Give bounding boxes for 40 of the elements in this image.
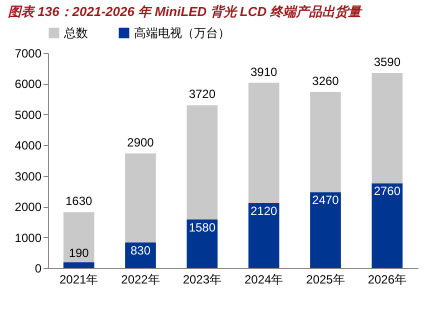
x-tick-label: 2021年	[59, 272, 98, 286]
bar	[63, 262, 94, 268]
y-tick-label: 5000	[14, 108, 42, 122]
legend-label: 总数	[63, 26, 88, 40]
data-label: 2900	[127, 135, 154, 150]
x-tick-label: 2025年	[306, 272, 345, 286]
y-tick-label: 1000	[14, 230, 42, 245]
data-label: 2120	[250, 204, 278, 218]
bar	[248, 82, 280, 203]
data-label: 190	[68, 246, 90, 260]
bar	[372, 72, 403, 184]
x-tick-label: 2024年	[244, 272, 284, 286]
bar	[186, 105, 218, 220]
legend-label: 高端电视（万台）	[134, 26, 230, 40]
data-label: 3720	[188, 87, 216, 102]
data-label: 2760	[374, 184, 401, 198]
data-label: 1580	[188, 220, 216, 234]
y-tick-label: 0	[34, 262, 42, 276]
bar	[372, 183, 403, 268]
y-tick-label: 3000	[14, 169, 42, 184]
data-label: 2470	[312, 193, 340, 208]
bar	[310, 192, 341, 268]
x-tick-label: 2023年	[182, 272, 222, 286]
x-tick-label: 2022年	[121, 272, 160, 286]
y-tick-label: 2000	[14, 200, 42, 214]
bar	[125, 153, 156, 243]
y-tick-label: 6000	[14, 77, 42, 92]
bar	[186, 219, 218, 268]
chart-title: 图表 136：2021-2026 年 MiniLED 背光 LCD 终端产品出货量	[8, 4, 364, 19]
data-label: 830	[130, 244, 151, 258]
y-tick-label: 7000	[14, 46, 42, 60]
data-label: 3910	[250, 64, 278, 79]
data-label: 3590	[374, 54, 401, 69]
y-tick-label: 4000	[14, 138, 42, 153]
data-label: 3260	[312, 74, 340, 88]
bar	[248, 202, 280, 268]
data-label: 1630	[65, 194, 93, 208]
bar	[310, 92, 341, 192]
bar	[63, 212, 94, 262]
x-tick-label: 2026年	[368, 272, 407, 286]
